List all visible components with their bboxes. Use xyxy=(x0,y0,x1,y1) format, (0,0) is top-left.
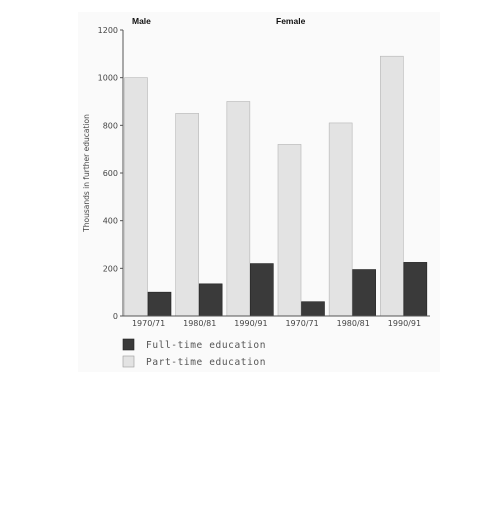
y-tick-label: 0 xyxy=(113,312,118,321)
legend: Full-time education Part-time education xyxy=(122,338,266,368)
x-tick-label: 1980/81 xyxy=(183,319,216,328)
legend-label-part-time: Part-time education xyxy=(146,357,266,368)
bar-part-time xyxy=(277,144,302,317)
bar-part-time xyxy=(328,122,353,317)
x-tick-label: 1970/71 xyxy=(132,319,165,328)
legend-label-full-time: Full-time education xyxy=(146,340,266,351)
y-tick-label: 600 xyxy=(103,169,118,178)
bar-part-time xyxy=(226,101,251,317)
bar-part-time xyxy=(380,55,404,317)
bar-part-time xyxy=(124,77,148,317)
y-tick-label: 1000 xyxy=(98,74,118,83)
x-tick-label: 1990/91 xyxy=(234,319,267,328)
y-tick-label: 1200 xyxy=(98,26,118,35)
x-axis-ticks: 1970/71 1980/81 1990/91 1970/71 1980/81 1990/… xyxy=(132,319,421,328)
legend-swatch-full-time xyxy=(122,338,135,351)
bar-full-time xyxy=(403,262,428,317)
bar-full-time xyxy=(250,263,274,317)
y-tick-label: 400 xyxy=(103,217,118,226)
bar-full-time xyxy=(301,301,325,317)
x-tick-label: 1990/91 xyxy=(388,319,421,328)
x-tick-label: 1970/71 xyxy=(285,319,318,328)
bar-full-time xyxy=(147,291,172,317)
group-label-male: Male xyxy=(132,16,151,26)
y-axis-label: Thousands in further education xyxy=(82,114,91,233)
y-tick-label: 800 xyxy=(103,121,118,130)
legend-swatch-part-time xyxy=(122,355,135,368)
bar-full-time xyxy=(198,283,223,317)
bar-part-time xyxy=(175,113,199,317)
x-tick-label: 1980/81 xyxy=(337,319,370,328)
group-label-female: Female xyxy=(276,16,306,26)
y-tick-label: 200 xyxy=(103,264,118,273)
bars-layer xyxy=(124,55,428,317)
bar-full-time xyxy=(352,269,376,317)
